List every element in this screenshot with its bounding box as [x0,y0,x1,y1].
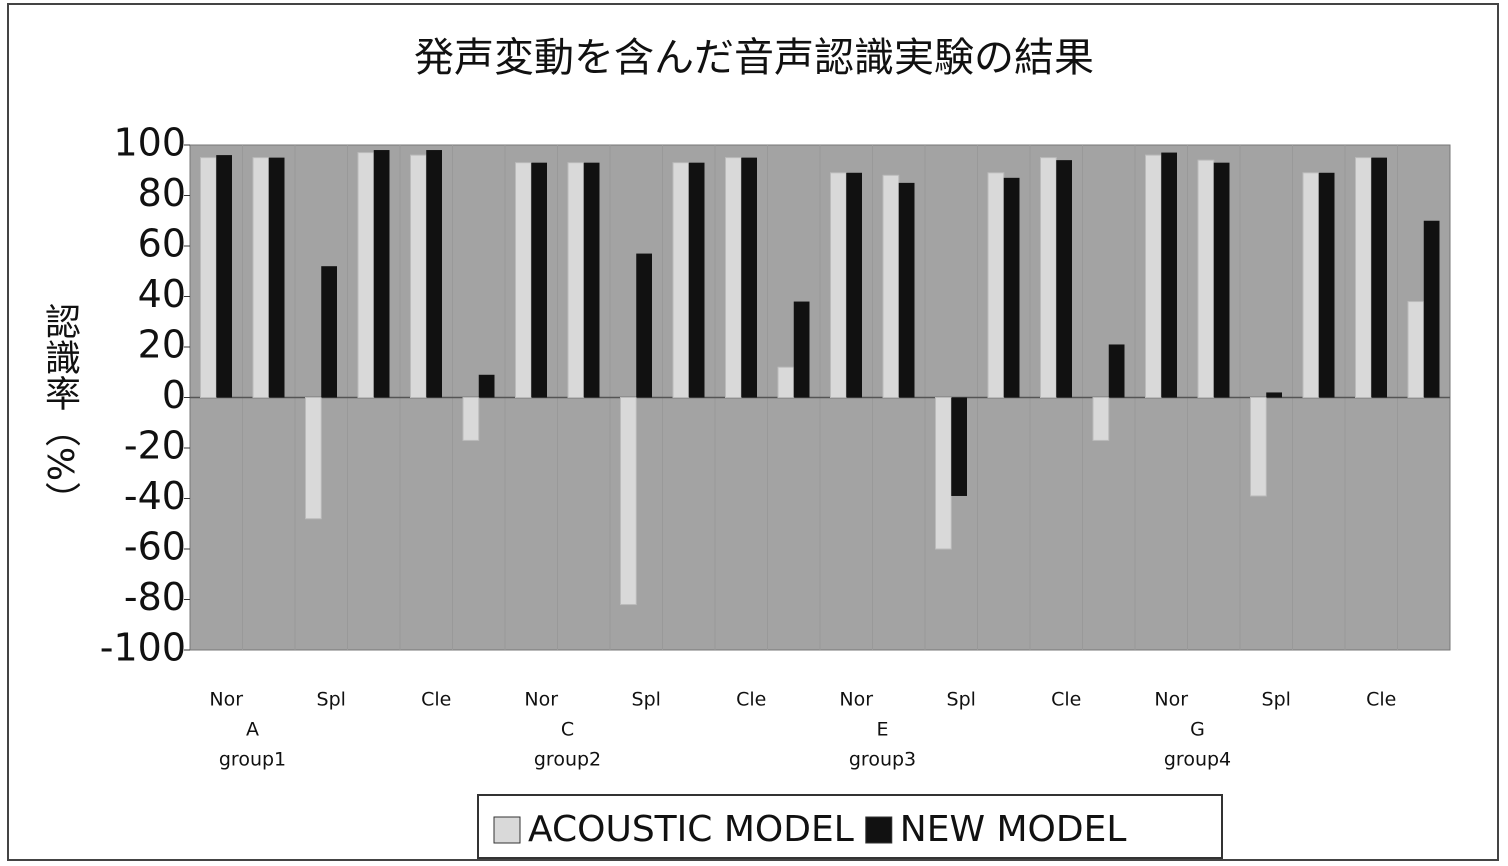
frame [7,3,1499,861]
x-tick-label: Cle [421,689,451,711]
bar [268,157,285,398]
bar [1197,159,1215,398]
bar [1213,162,1230,398]
y-tick-label: 60 [138,222,186,266]
bar [935,397,952,550]
x-tick-label: Cle [736,689,766,711]
x-tick-label: Cle [1366,689,1396,711]
bar [410,154,427,398]
bar [1003,177,1020,398]
y-tick-label: -60 [124,525,186,569]
bar [1040,157,1057,398]
legend-swatch [865,816,893,844]
supergroup-label: group3 [849,749,916,771]
bar [515,162,532,398]
bar [1266,392,1282,398]
bar [777,366,795,399]
x-tick-label: Spl [1262,689,1291,711]
x-tick-label: Spl [317,689,346,711]
bar [1423,220,1440,398]
y-tick-label: 20 [138,323,186,367]
bar [426,150,442,398]
y-tick-label: 80 [138,171,186,215]
bar [1161,152,1177,398]
y-axis-label: 認識率（%） [39,303,81,518]
supergroup-label: group1 [219,749,286,771]
bar [478,374,495,398]
group-label: E [876,719,888,741]
bar [951,397,967,496]
bar [462,397,480,441]
bar [636,253,652,398]
supergroup-label: group2 [534,749,601,771]
bar [1302,172,1320,398]
bar [1250,397,1267,497]
bar [846,172,862,398]
bar [567,162,585,398]
x-tick-label: Nor [524,689,558,711]
bar [830,172,847,398]
supergroup-label: group4 [1164,749,1231,771]
y-tick-label: -40 [124,474,186,518]
bar [898,182,915,398]
y-tick-label: 100 [113,121,186,165]
x-tick-label: Cle [1051,689,1081,711]
y-tick-label: -20 [124,424,186,468]
x-tick-label: Nor [839,689,873,711]
bar [1092,397,1110,441]
y-tick-label: -100 [100,626,186,670]
bar [305,397,322,520]
group-label: G [1190,719,1205,741]
bar [252,157,270,398]
bar [216,155,232,398]
bar [620,397,637,606]
bar [688,162,705,398]
bar [987,172,1005,398]
bar [1108,344,1125,398]
y-tick-label: 40 [138,272,186,316]
bar [1318,172,1335,398]
chart-title: 発声変動を含んだ音声認識実験の結果 [414,35,1094,81]
x-tick-label: Spl [632,689,661,711]
x-tick-label: Nor [209,689,243,711]
group-label: C [561,719,574,741]
legend-label: NEW MODEL [900,809,1127,850]
bar [1056,160,1072,398]
bar [882,174,900,398]
bar [357,152,375,398]
bar [1407,301,1425,398]
bar [1145,154,1162,398]
bar [321,266,337,398]
x-tick-label: Nor [1154,689,1188,711]
legend-label: ACOUSTIC MODEL [528,809,854,850]
x-tick-label: Spl [947,689,976,711]
bar [672,162,690,398]
legend-swatch [493,816,521,844]
bar [373,150,390,398]
y-tick-label: 0 [162,373,186,417]
bar [200,157,217,398]
bar [725,157,742,398]
legend [477,794,1223,859]
bar [1355,157,1372,398]
bar [741,157,757,398]
bar [1371,157,1387,398]
group-label: A [246,719,259,741]
bar [793,301,810,398]
bar [583,162,600,398]
y-tick-label: -80 [124,575,186,619]
bar [531,162,547,398]
